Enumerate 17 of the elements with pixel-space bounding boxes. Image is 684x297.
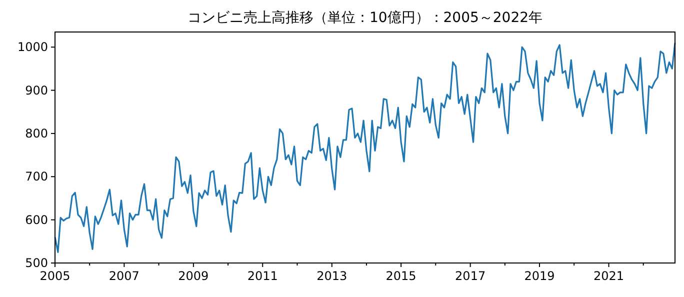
x-tick-label: 2011	[247, 269, 278, 283]
y-tick-label: 700	[25, 170, 48, 184]
y-tick-label: 900	[25, 83, 48, 98]
x-tick-label: 2005	[40, 269, 70, 283]
y-tick-label: 800	[25, 126, 48, 140]
line-series	[54, 42, 676, 254]
x-tick-label: 2007	[108, 269, 140, 283]
x-tick-label: 2009	[178, 269, 209, 283]
x-tick-label: 2015	[386, 269, 416, 283]
x-tick-label: 2021	[593, 269, 624, 283]
x-tick-label: 2013	[316, 269, 348, 283]
y-tick-label: 1000	[17, 40, 48, 54]
y-tick-label: 500	[25, 256, 48, 270]
y-tick-label: 600	[25, 212, 48, 227]
x-tick-label: 2019	[524, 269, 555, 283]
chart-title: コンビニ売上高推移（単位：10億円）：2005～2022年	[187, 10, 543, 26]
x-tick-label: 2017	[455, 269, 486, 283]
